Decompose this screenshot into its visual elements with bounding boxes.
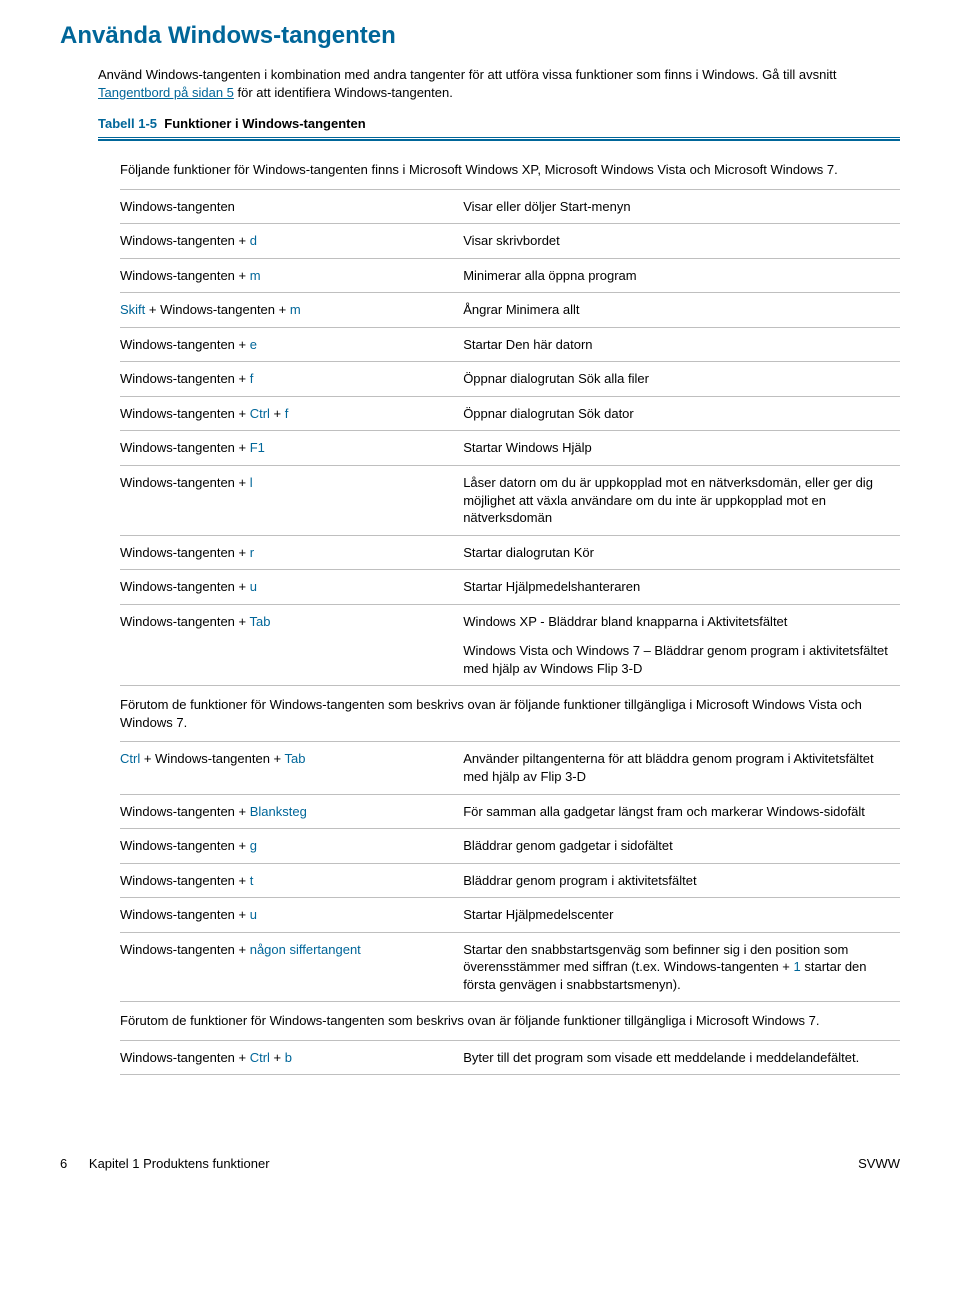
table-section-text: Förutom de funktioner för Windows-tangen… [120, 686, 900, 742]
table-section-text: Följande funktioner för Windows-tangente… [120, 151, 900, 189]
table-row: Windows-tangenten + tBläddrar genom prog… [120, 863, 900, 898]
table-row: Windows-tangenten + uStartar Hjälpmedels… [120, 570, 900, 605]
shortcut-table: Följande funktioner för Windows-tangente… [120, 151, 900, 1075]
table-row: Windows-tangenten + Ctrl + bByter till d… [120, 1040, 900, 1075]
footer-left: 6 Kapitel 1 Produktens funktioner [60, 1155, 270, 1173]
table-row: Windows-tangenten + någon siffertangentS… [120, 932, 900, 1002]
shortcut-description: Använder piltangenterna för att bläddra … [463, 742, 900, 794]
document-page: Använda Windows-tangenten Använd Windows… [0, 0, 960, 1115]
shortcut-description: Ångrar Minimera allt [463, 293, 900, 328]
shortcut-key: Windows-tangenten + f [120, 362, 463, 397]
shortcut-description: Byter till det program som visade ett me… [463, 1040, 900, 1075]
shortcut-key: Windows-tangenten + g [120, 829, 463, 864]
shortcut-description: Visar skrivbordet [463, 224, 900, 259]
page-footer: 6 Kapitel 1 Produktens funktioner SVWW [0, 1115, 960, 1193]
shortcut-key: Windows-tangenten + någon siffertangent [120, 932, 463, 1002]
table-row: Windows-tangenten + uStartar Hjälpmedels… [120, 898, 900, 933]
table-section-row: Följande funktioner för Windows-tangente… [120, 151, 900, 189]
table-row: Skift + Windows-tangenten + mÅngrar Mini… [120, 293, 900, 328]
footer-page-number: 6 [60, 1156, 67, 1171]
intro-link[interactable]: Tangentbord på sidan 5 [98, 85, 234, 100]
shortcut-description: Öppnar dialogrutan Sök dator [463, 396, 900, 431]
shortcut-description: Minimerar alla öppna program [463, 258, 900, 293]
table-row: Windows-tangenten + F1Startar Windows Hj… [120, 431, 900, 466]
shortcut-key: Windows-tangenten + u [120, 898, 463, 933]
table-name: Funktioner i Windows-tangenten [161, 116, 366, 131]
shortcut-description: Låser datorn om du är uppkopplad mot en … [463, 465, 900, 535]
shortcut-key: Windows-tangenten [120, 189, 463, 224]
shortcut-description: Bläddrar genom gadgetar i sidofältet [463, 829, 900, 864]
shortcut-description: Startar Hjälpmedelscenter [463, 898, 900, 933]
shortcut-description: Visar eller döljer Start-menyn [463, 189, 900, 224]
table-row: Windows-tangenten + gBläddrar genom gadg… [120, 829, 900, 864]
shortcut-key: Windows-tangenten + t [120, 863, 463, 898]
intro-text-2: för att identifiera Windows-tangenten. [234, 85, 453, 100]
page-title: Använda Windows-tangenten [60, 20, 900, 52]
shortcut-key: Windows-tangenten + Tab [120, 604, 463, 634]
table-row: Windows-tangentenVisar eller döljer Star… [120, 189, 900, 224]
table-row: Windows-tangenten + lLåser datorn om du … [120, 465, 900, 535]
shortcut-description: Öppnar dialogrutan Sök alla filer [463, 362, 900, 397]
intro-text-1: Använd Windows-tangenten i kombination m… [98, 67, 836, 82]
shortcut-description: Windows Vista och Windows 7 – Bläddrar g… [463, 634, 900, 686]
table-row: Windows-tangenten + dVisar skrivbordet [120, 224, 900, 259]
table-row: Windows-tangenten + eStartar Den här dat… [120, 327, 900, 362]
footer-right: SVWW [858, 1155, 900, 1173]
shortcut-key-empty [120, 634, 463, 686]
shortcut-description: Startar Hjälpmedelshanteraren [463, 570, 900, 605]
shortcut-key: Windows-tangenten + u [120, 570, 463, 605]
shortcut-key: Windows-tangenten + Blanksteg [120, 794, 463, 829]
table-header-rule [98, 137, 900, 141]
shortcut-description: Startar Windows Hjälp [463, 431, 900, 466]
shortcut-key: Windows-tangenten + Ctrl + f [120, 396, 463, 431]
shortcut-key: Windows-tangenten + m [120, 258, 463, 293]
shortcut-key: Ctrl + Windows-tangenten + Tab [120, 742, 463, 794]
shortcut-description: Windows XP - Bläddrar bland knapparna i … [463, 604, 900, 634]
table-row: Windows-tangenten + BlankstegFör samman … [120, 794, 900, 829]
shortcut-description: Startar den snabbstartsgenväg som befinn… [463, 932, 900, 1002]
shortcut-key: Windows-tangenten + e [120, 327, 463, 362]
shortcut-description: Startar dialogrutan Kör [463, 535, 900, 570]
table-row: Windows Vista och Windows 7 – Bläddrar g… [120, 634, 900, 686]
table-caption-line: Tabell 1-5 Funktioner i Windows-tangente… [98, 115, 900, 133]
shortcut-key: Windows-tangenten + d [120, 224, 463, 259]
table-section-row: Förutom de funktioner för Windows-tangen… [120, 1002, 900, 1041]
table-row: Windows-tangenten + mMinimerar alla öppn… [120, 258, 900, 293]
intro-paragraph: Använd Windows-tangenten i kombination m… [98, 66, 900, 101]
table-row: Windows-tangenten + TabWindows XP - Bläd… [120, 604, 900, 634]
shortcut-key: Skift + Windows-tangenten + m [120, 293, 463, 328]
shortcut-description: Bläddrar genom program i aktivitetsfälte… [463, 863, 900, 898]
shortcut-description: För samman alla gadgetar längst fram och… [463, 794, 900, 829]
table-row: Windows-tangenten + Ctrl + fÖppnar dialo… [120, 396, 900, 431]
table-row: Ctrl + Windows-tangenten + TabAnvänder p… [120, 742, 900, 794]
shortcut-key: Windows-tangenten + r [120, 535, 463, 570]
table-label: Tabell 1-5 [98, 116, 157, 131]
footer-chapter: Kapitel 1 Produktens funktioner [89, 1156, 270, 1171]
table-section-text: Förutom de funktioner för Windows-tangen… [120, 1002, 900, 1041]
shortcut-key: Windows-tangenten + F1 [120, 431, 463, 466]
table-row: Windows-tangenten + rStartar dialogrutan… [120, 535, 900, 570]
shortcut-key: Windows-tangenten + Ctrl + b [120, 1040, 463, 1075]
shortcut-description: Startar Den här datorn [463, 327, 900, 362]
table-row: Windows-tangenten + fÖppnar dialogrutan … [120, 362, 900, 397]
table-section-row: Förutom de funktioner för Windows-tangen… [120, 686, 900, 742]
shortcut-key: Windows-tangenten + l [120, 465, 463, 535]
